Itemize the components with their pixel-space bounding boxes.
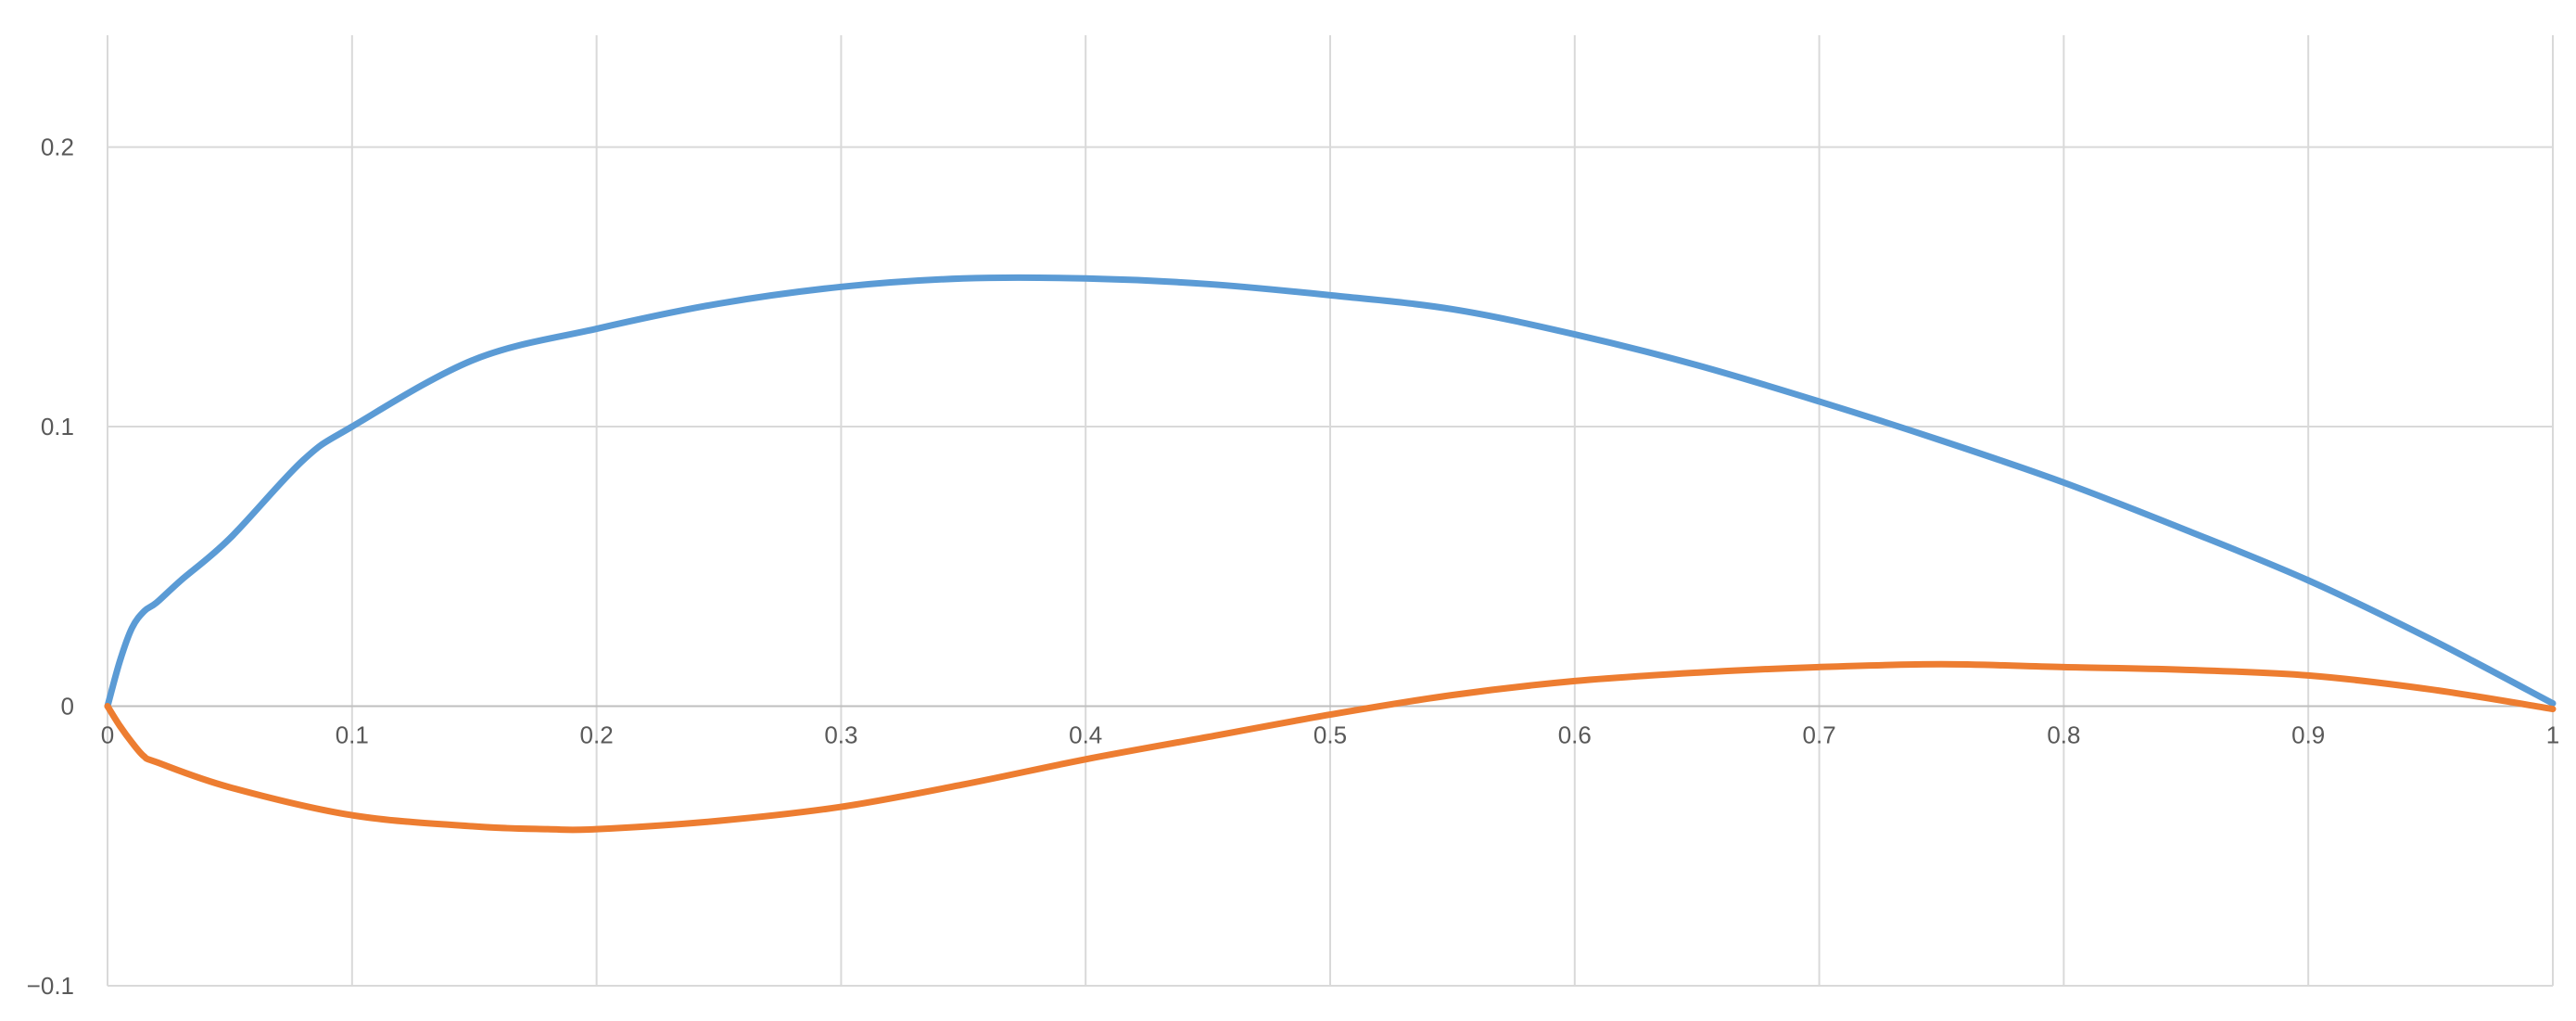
x-tick-label: 0.7	[1803, 721, 1836, 749]
y-tick-label: 0.2	[41, 134, 74, 161]
x-tick-label: 0.4	[1069, 721, 1102, 749]
x-tick-label: 0	[101, 721, 114, 749]
x-tick-label: 0.9	[2291, 721, 2325, 749]
x-tick-label: 1	[2546, 721, 2559, 749]
x-tick-label: 0.3	[824, 721, 857, 749]
y-tick-labels: −0.1 0 0.1 0.2	[27, 134, 74, 1000]
x-tick-label: 0.6	[1558, 721, 1592, 749]
x-tick-label: 0.2	[580, 721, 614, 749]
y-tick-label: 0	[61, 693, 74, 721]
x-tick-labels: 0 0.1 0.2 0.3 0.4 0.5 0.6 0.7 0.8 0.9 1	[101, 721, 2559, 749]
y-tick-label: −0.1	[27, 972, 74, 1000]
series-line-2	[104, 660, 2557, 834]
series-line-1	[104, 274, 2557, 710]
x-tick-label: 0.1	[336, 721, 369, 749]
x-tick-label: 0.5	[1313, 721, 1347, 749]
series-lines	[104, 274, 2557, 834]
vertical-gridlines	[107, 35, 2554, 986]
x-tick-label: 0.8	[2047, 721, 2080, 749]
y-tick-label: 0.1	[41, 413, 74, 440]
